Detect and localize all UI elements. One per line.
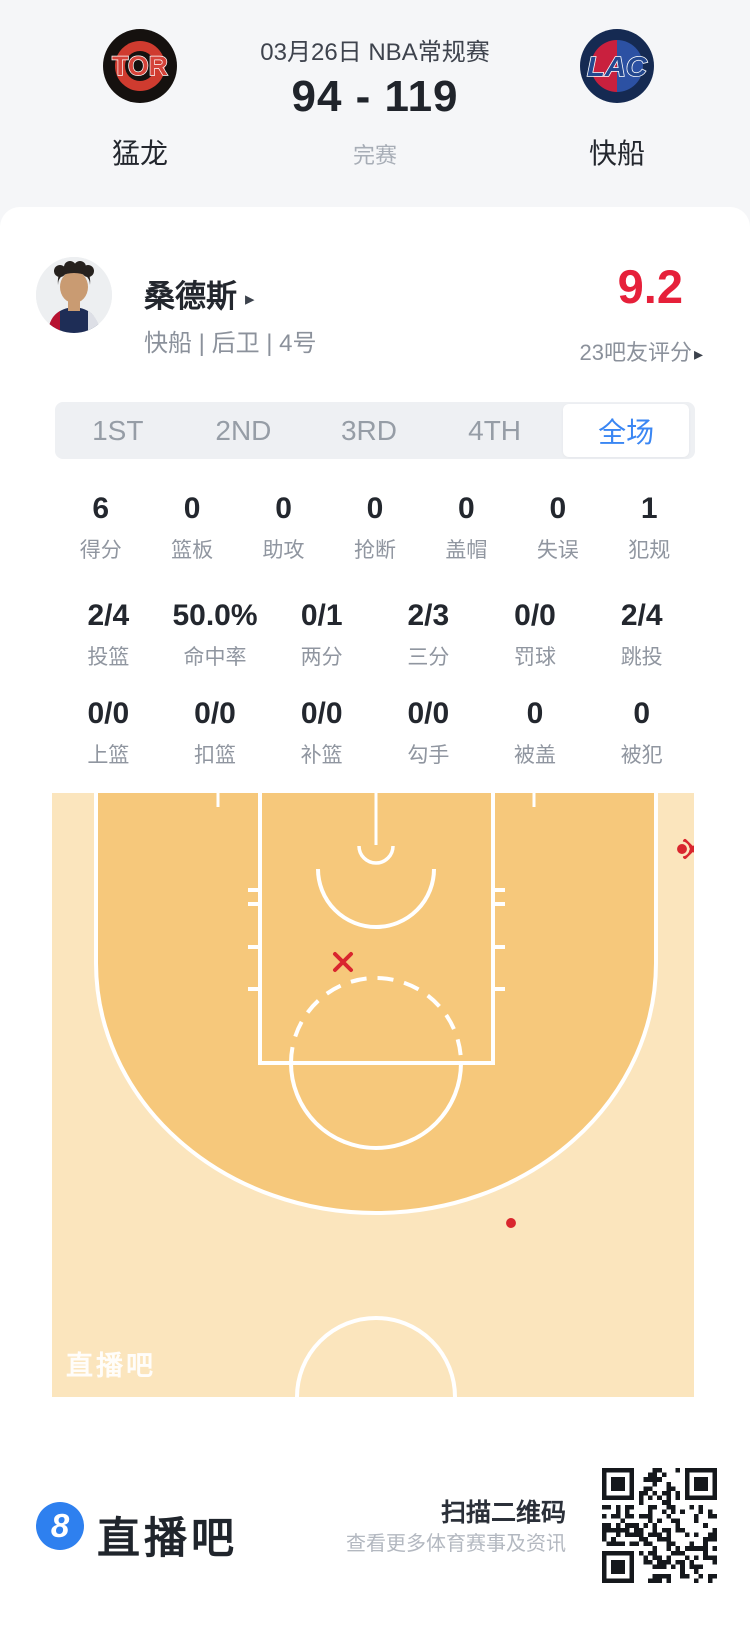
match-score: 94 - 119 — [291, 72, 459, 121]
stats-row-shot-types: 0/0 上篮 0/0 扣篮 0/0 补篮 0/0 勾手 0 被盖 0 被犯 — [55, 697, 695, 769]
match-status: 完赛 — [352, 143, 397, 168]
player-name-link[interactable]: 桑德斯 ▸ — [144, 271, 255, 316]
tab-full-game[interactable]: 全场 — [563, 404, 689, 457]
stat-3pt: 2/3 三分 — [407, 599, 450, 669]
stat-fouls: 1 犯规 — [628, 492, 671, 562]
stat-2pt: 0/1 两分 — [300, 599, 343, 669]
scan-qr-caption: 查看更多体育赛事及资讯 — [346, 1533, 566, 1555]
home-team[interactable]: TOR 猛龙 — [60, 28, 220, 172]
chevron-right-icon: ▸ — [245, 289, 255, 310]
rating-voters-link[interactable]: 23吧友评分 ▸ — [579, 335, 703, 367]
home-team-name: 猛龙 — [111, 138, 168, 169]
away-team-name: 快船 — [588, 138, 645, 169]
tab-4th[interactable]: 4TH — [468, 414, 522, 446]
stat-layup: 0/0 上篮 — [87, 697, 130, 767]
qr-code — [602, 1468, 717, 1583]
match-date-title: 03月26日 NBA常规赛 — [260, 39, 490, 66]
stat-ft: 0/0 罚球 — [514, 599, 557, 669]
away-team-logo-icon: LAC — [579, 28, 655, 104]
rating-voters-label: 23吧友评分 — [579, 340, 692, 365]
stat-points: 6 得分 — [79, 492, 122, 562]
shot-chart-court: 直播吧 — [52, 793, 694, 1397]
shot-markers — [333, 839, 694, 1231]
tab-3rd[interactable]: 3RD — [340, 414, 397, 446]
stats-row-shooting: 2/4 投篮 50.0% 命中率 0/1 两分 2/3 三分 0/0 罚球 2/4 跳投 — [55, 599, 695, 671]
stat-fg-pct: 50.0% 命中率 — [172, 599, 258, 669]
tab-2nd[interactable]: 2ND — [215, 414, 272, 446]
chevron-right-icon: ▸ — [693, 344, 703, 364]
tab-1st[interactable]: 1ST — [92, 414, 144, 446]
footer-brand: 直播吧 — [97, 1515, 238, 1563]
stat-blocks: 0 盖帽 — [445, 492, 488, 562]
stat-blocked: 0 被盖 — [514, 697, 557, 767]
svg-text:LAC: LAC — [587, 51, 648, 82]
stats-row-basic: 6 得分 0 篮板 0 助攻 0 抢断 0 盖帽 0 失误 1 犯规 — [55, 492, 695, 564]
player-avatar[interactable] — [36, 257, 112, 333]
stat-dunk: 0/0 扣篮 — [194, 697, 236, 767]
svg-text:TOR: TOR — [112, 51, 168, 81]
player-stats-card: 桑德斯 ▸ 快船 | 后卫 | 4号 9.2 23吧友评分 ▸ 1ST 2ND 3R… — [0, 207, 750, 1629]
stat-tipin: 0/0 补篮 — [300, 697, 343, 767]
player-rating: 9.2 — [617, 260, 683, 313]
scan-qr-title: 扫描二维码 — [440, 1499, 566, 1527]
quarter-tabs: 1ST 2ND 3RD 4TH 全场 — [55, 402, 695, 459]
player-meta: 快船 | 后卫 | 4号 — [144, 330, 317, 357]
stat-assists: 0 助攻 — [262, 492, 305, 562]
away-team[interactable]: LAC 快船 — [537, 28, 697, 172]
home-team-logo-icon: TOR — [102, 28, 178, 104]
stat-jumpshot: 2/4 跳投 — [620, 599, 663, 669]
zhibo8-logo-icon: 8 — [36, 1502, 84, 1550]
stat-steals: 0 抢断 — [353, 492, 396, 562]
stat-fouled: 0 被犯 — [620, 697, 663, 767]
stat-turnovers: 0 失误 — [536, 492, 579, 562]
stat-hook: 0/0 勾手 — [407, 697, 450, 767]
stat-fg: 2/4 投篮 — [87, 599, 130, 669]
stat-rebounds: 0 篮板 — [171, 492, 214, 562]
court-watermark: 直播吧 — [66, 1351, 156, 1381]
player-name: 桑德斯 — [144, 279, 237, 314]
